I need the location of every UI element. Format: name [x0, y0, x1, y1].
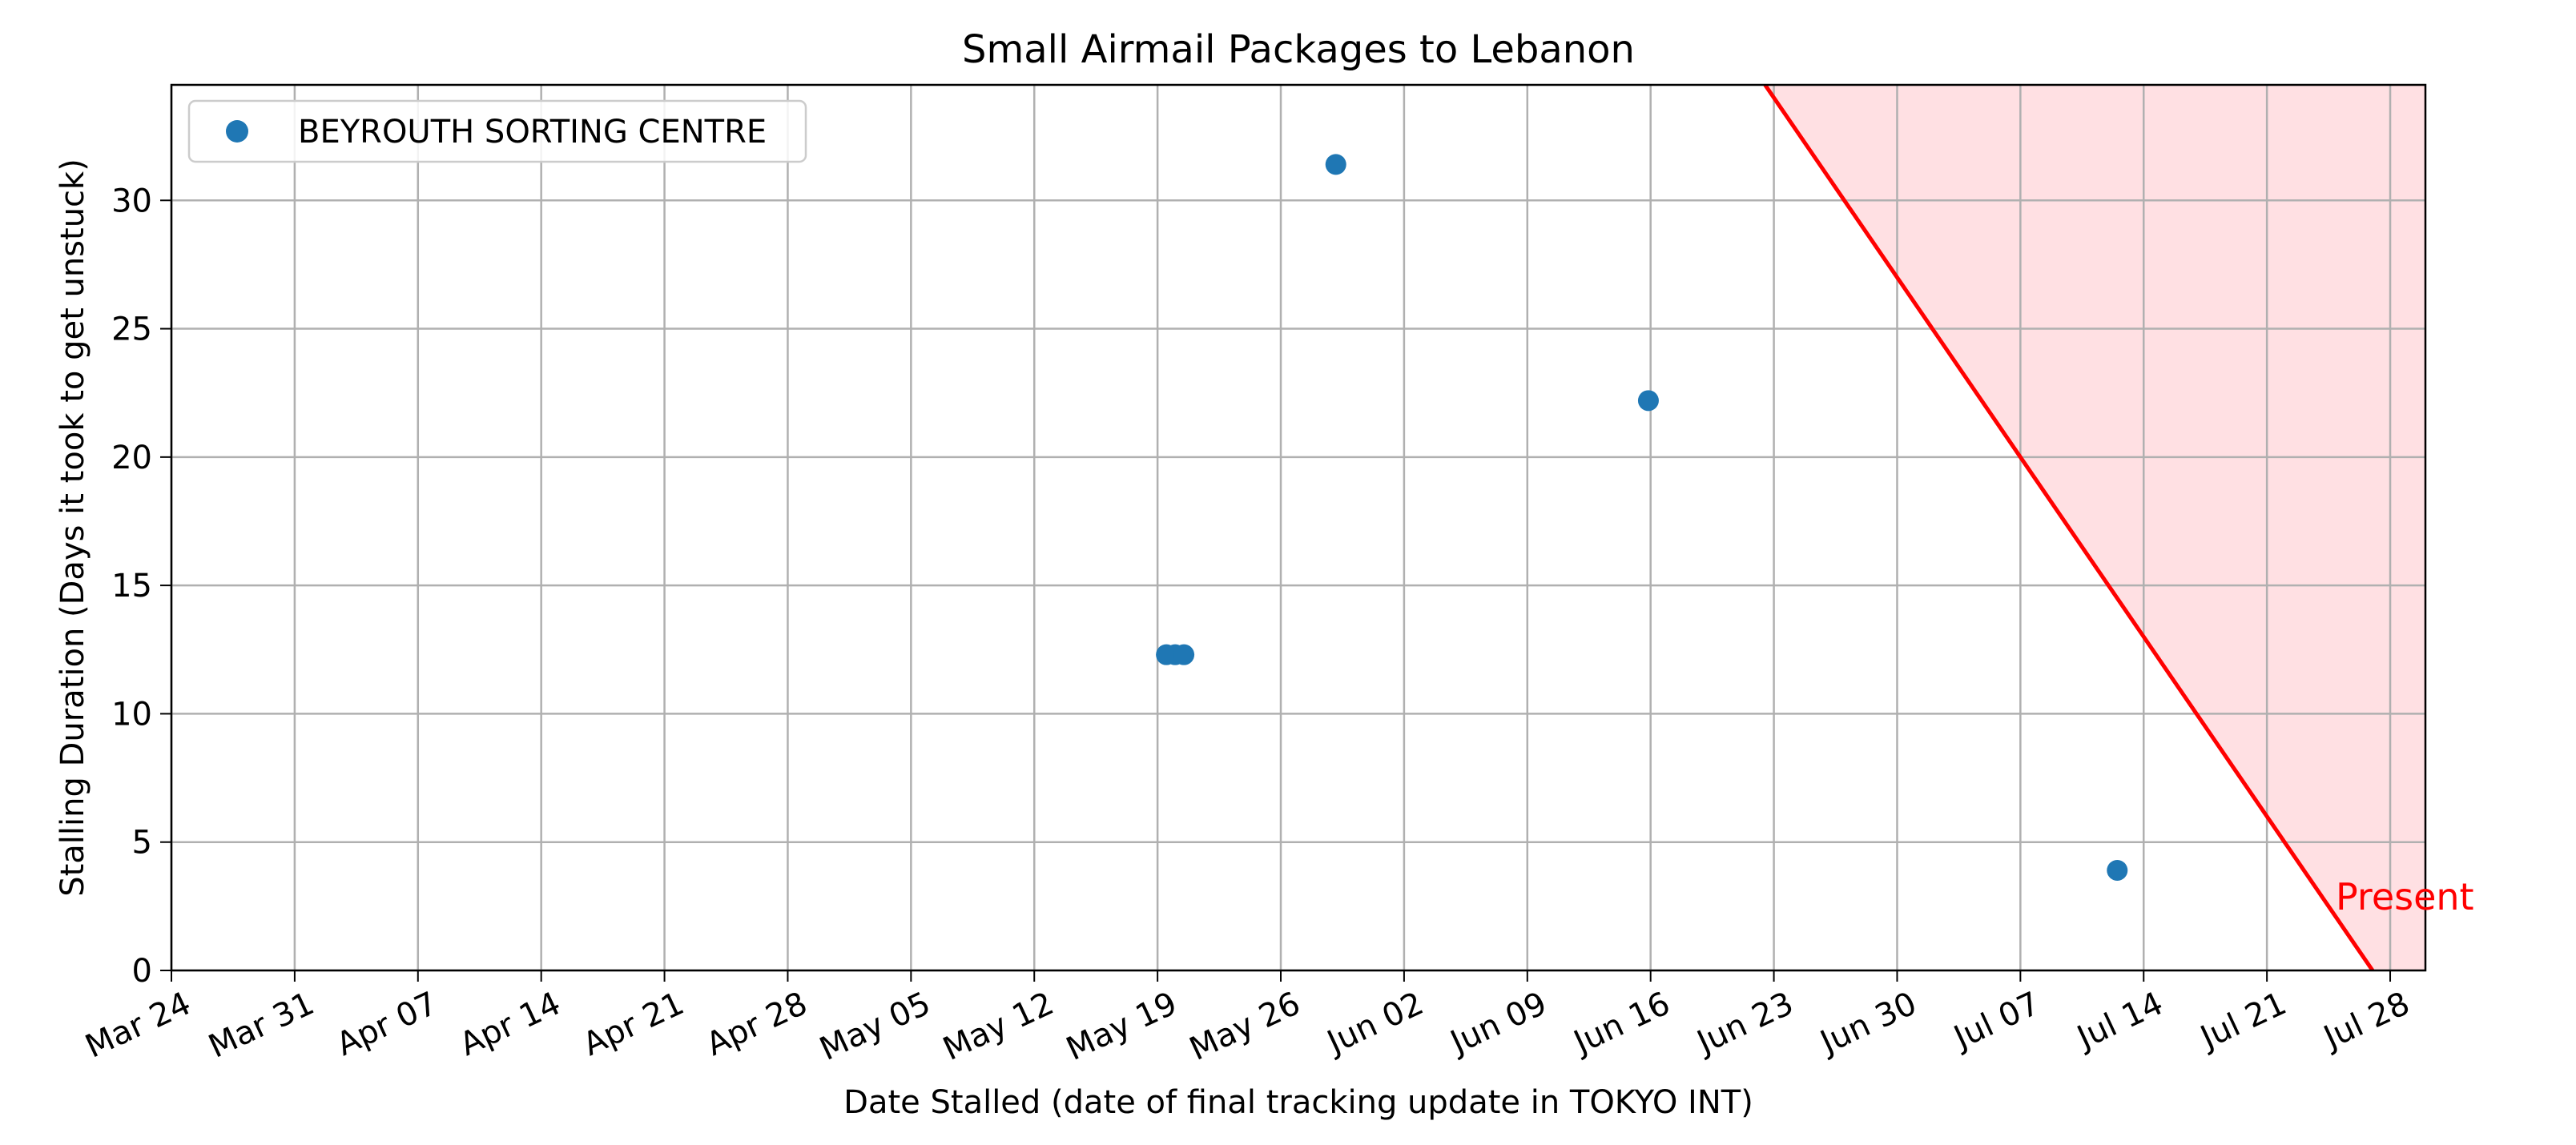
present-line-layer [1763, 85, 2375, 970]
y-tick-label: 0 [132, 953, 152, 990]
x-tick-label: Apr 07 [331, 985, 443, 1063]
x-tick-label: Jun 30 [1813, 985, 1922, 1062]
data-point [1637, 390, 1659, 412]
data-points [1156, 154, 2128, 881]
y-axis-label: Stalling Duration (Days it took to get u… [54, 159, 91, 897]
x-tick-label: Mar 31 [203, 985, 320, 1065]
x-axis-ticks: Mar 24 Mar 31 Apr 07 Apr 14 Apr 21 Apr 28 May … [80, 970, 2416, 1068]
legend: BEYROUTH SORTING CENTRE [187, 99, 807, 163]
y-tick-label: 10 [111, 696, 152, 733]
present-shaded-area [1765, 85, 2425, 970]
x-tick-label: Mar 24 [80, 985, 197, 1065]
x-axis-label: Date Stalled (date of final tracking upd… [843, 1084, 1753, 1121]
x-tick-label: Jun 02 [1320, 985, 1429, 1062]
data-point [1173, 644, 1195, 665]
chart-title: Small Airmail Packages to Lebanon [962, 27, 1635, 72]
y-tick-label: 15 [111, 568, 152, 605]
x-tick-label: Apr 21 [578, 985, 690, 1063]
y-tick-label: 5 [132, 825, 152, 862]
x-tick-label: Jul 28 [2316, 985, 2416, 1057]
x-tick-label: Jun 16 [1567, 985, 1676, 1062]
x-tick-label: May 12 [937, 985, 1059, 1068]
x-tick-label: Jul 07 [1946, 985, 2046, 1057]
present-label: Present [2336, 875, 2474, 918]
y-tick-label: 20 [111, 440, 152, 476]
x-tick-label: May 19 [1061, 985, 1182, 1068]
plot-frame [170, 83, 2427, 972]
x-tick-label: Jun 23 [1689, 985, 1798, 1062]
x-tick-label: Apr 14 [454, 985, 566, 1063]
x-tick-label: Apr 28 [701, 985, 813, 1063]
x-tick-label: Jun 09 [1443, 985, 1552, 1062]
x-tick-label: Jul 21 [2193, 985, 2292, 1057]
legend-box [187, 99, 807, 163]
legend-entry-label: BEYROUTH SORTING CENTRE [298, 114, 767, 151]
y-tick-label: 25 [111, 311, 152, 348]
data-point [2107, 859, 2128, 881]
y-tick-label: 30 [111, 183, 152, 219]
legend-marker [226, 120, 248, 143]
present-line [1763, 85, 2375, 970]
x-tick-label: May 26 [1184, 985, 1306, 1068]
x-tick-label: May 05 [815, 985, 936, 1068]
data-point [1325, 154, 1346, 175]
y-axis-ticks: 0 5 10 15 20 25 30 [111, 183, 171, 990]
future-shaded-region [1765, 85, 2425, 970]
x-tick-label: Jul 14 [2070, 985, 2169, 1057]
